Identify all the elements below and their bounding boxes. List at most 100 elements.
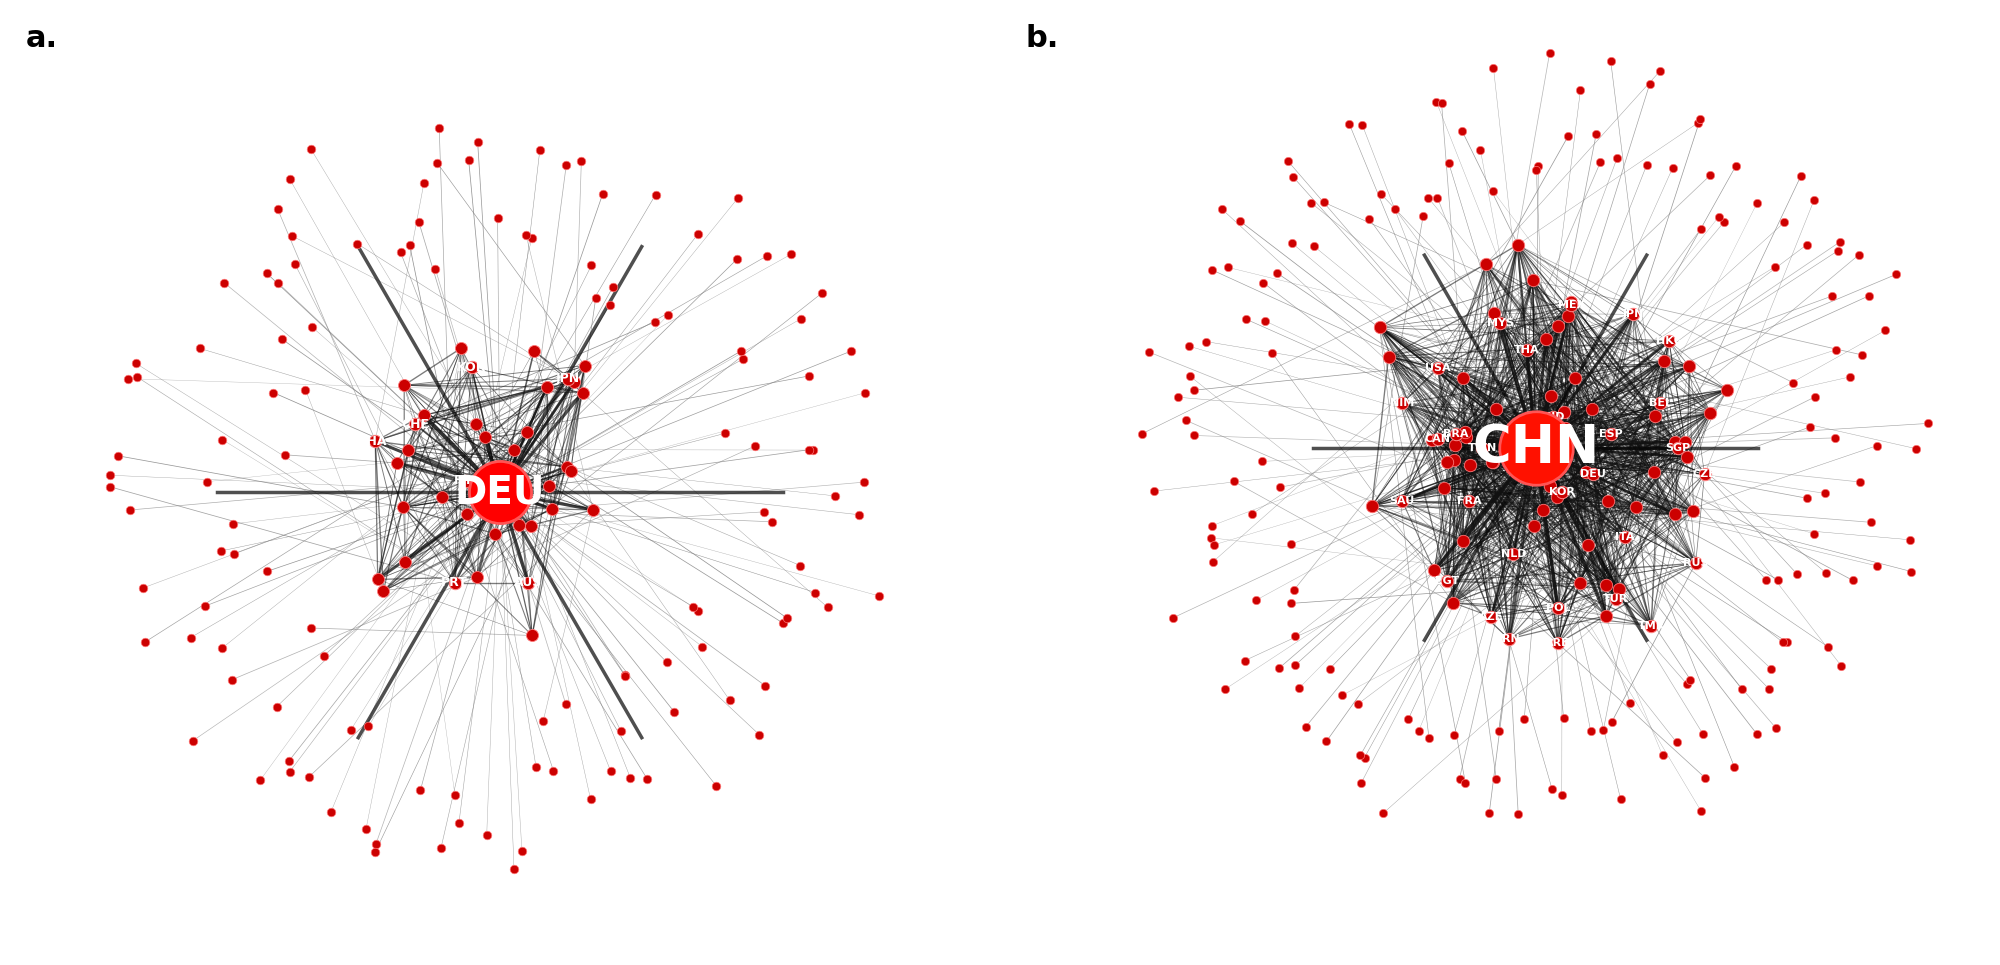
Point (614, 770, 646, 786)
Point (1596, 715, 1628, 731)
Point (1278, 170, 1310, 185)
Point (1592, 493, 1624, 509)
Point (1854, 288, 1886, 303)
Point (334, 722, 366, 737)
Text: ITA: ITA (1614, 532, 1634, 541)
Point (1826, 658, 1858, 674)
Point (1684, 222, 1716, 237)
Text: FIN: FIN (454, 475, 478, 487)
Point (350, 821, 382, 837)
Point (1174, 369, 1206, 384)
Point (1326, 687, 1358, 703)
Point (404, 783, 436, 798)
Point (408, 175, 440, 190)
Point (1600, 592, 1632, 607)
Text: IRN: IRN (1498, 634, 1520, 644)
Point (792, 442, 824, 457)
Point (1518, 519, 1550, 535)
Point (538, 763, 570, 779)
Point (658, 704, 690, 720)
Point (352, 719, 384, 734)
Point (1432, 155, 1464, 171)
Point (516, 628, 548, 644)
Point (594, 297, 626, 313)
Point (1660, 734, 1692, 750)
Point (550, 697, 582, 712)
Point (216, 672, 248, 687)
Point (1334, 116, 1366, 131)
Point (752, 248, 784, 263)
Point (1900, 441, 1932, 456)
Point (1296, 195, 1328, 210)
Text: FRA: FRA (1456, 496, 1482, 506)
Point (176, 733, 208, 749)
Point (1230, 312, 1262, 327)
Point (452, 152, 484, 168)
Text: TMR: TMR (1638, 620, 1664, 630)
Point (1808, 485, 1840, 501)
Point (460, 416, 492, 431)
Point (1446, 534, 1478, 549)
Point (566, 153, 598, 169)
Point (550, 157, 582, 173)
Text: AUS: AUS (514, 576, 542, 590)
Point (1600, 151, 1632, 166)
Point (726, 351, 758, 367)
Text: ESP: ESP (1600, 429, 1624, 439)
Text: SGP: SGP (1666, 443, 1690, 453)
Text: EGT: EGT (1434, 576, 1458, 586)
Point (408, 407, 440, 423)
Point (1778, 375, 1810, 391)
Point (1298, 238, 1330, 254)
Text: NIM: NIM (1390, 399, 1414, 408)
Point (1740, 727, 1772, 742)
Point (1844, 474, 1876, 489)
Point (1854, 514, 1886, 530)
Point (1196, 530, 1228, 545)
Point (394, 236, 426, 252)
Point (1368, 806, 1400, 821)
Point (1658, 507, 1690, 522)
Point (1608, 529, 1640, 544)
Point (1720, 158, 1752, 174)
Point (1282, 680, 1314, 696)
Point (1492, 631, 1524, 647)
Point (1576, 400, 1608, 416)
Point (1564, 82, 1596, 97)
Point (274, 171, 306, 186)
Point (1548, 445, 1580, 460)
Point (1364, 186, 1396, 202)
Point (1420, 94, 1452, 109)
Point (308, 648, 340, 664)
Point (1686, 804, 1718, 819)
Point (1178, 427, 1210, 443)
Point (1218, 474, 1250, 489)
Text: CHE: CHE (400, 418, 428, 430)
Point (1178, 382, 1210, 398)
Text: NLD: NLD (1500, 549, 1526, 560)
Point (484, 484, 516, 500)
Point (1448, 370, 1480, 385)
Point (438, 787, 470, 803)
Text: POL: POL (1546, 603, 1570, 613)
Point (652, 307, 684, 322)
Point (368, 583, 400, 598)
Point (1522, 158, 1554, 174)
Point (750, 678, 782, 694)
Point (1674, 359, 1706, 374)
Point (1708, 214, 1740, 230)
Point (1208, 681, 1240, 697)
Point (1718, 759, 1750, 775)
Point (772, 611, 804, 626)
Point (362, 571, 394, 587)
Point (1520, 467, 1552, 482)
Point (784, 311, 816, 326)
Point (1542, 636, 1574, 651)
Point (184, 341, 216, 356)
Point (1672, 449, 1704, 464)
Point (1694, 168, 1726, 183)
Point (1478, 183, 1510, 199)
Point (1762, 572, 1794, 588)
Point (554, 463, 586, 479)
Point (1206, 202, 1238, 217)
